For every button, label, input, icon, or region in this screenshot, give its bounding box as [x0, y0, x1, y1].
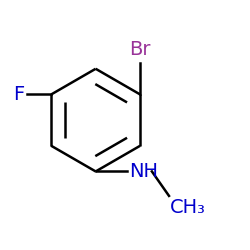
Text: NH: NH [129, 162, 158, 181]
Text: Br: Br [129, 40, 151, 59]
Text: F: F [13, 85, 24, 104]
Text: CH₃: CH₃ [170, 198, 206, 217]
